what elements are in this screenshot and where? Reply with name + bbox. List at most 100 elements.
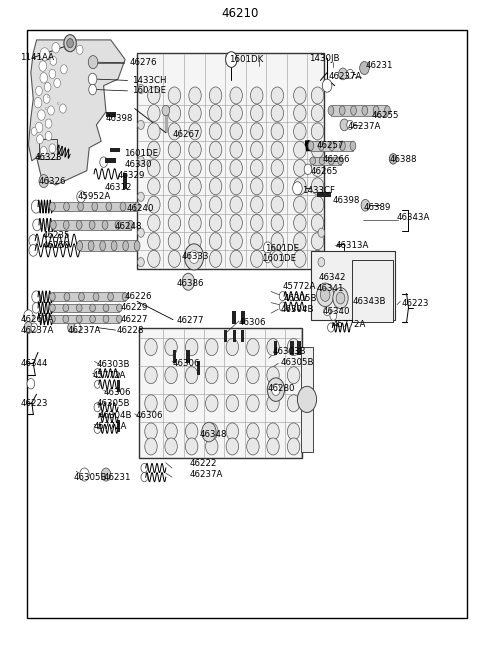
Circle shape: [94, 403, 101, 412]
Circle shape: [267, 438, 279, 455]
Text: 46306: 46306: [173, 359, 201, 368]
Circle shape: [165, 367, 177, 384]
Circle shape: [271, 105, 284, 122]
Circle shape: [294, 87, 306, 104]
Circle shape: [138, 157, 144, 166]
Circle shape: [31, 200, 41, 213]
Ellipse shape: [117, 315, 122, 323]
Circle shape: [288, 339, 300, 356]
Text: 46330: 46330: [124, 160, 152, 168]
Text: 46240: 46240: [127, 204, 154, 213]
Text: 46312: 46312: [105, 183, 132, 192]
Circle shape: [347, 121, 353, 130]
Circle shape: [294, 141, 306, 159]
Circle shape: [48, 106, 54, 115]
Text: c: c: [45, 106, 48, 111]
Circle shape: [138, 84, 144, 94]
Text: 46231: 46231: [365, 61, 393, 70]
Circle shape: [264, 252, 272, 263]
Ellipse shape: [122, 293, 128, 301]
Circle shape: [230, 123, 242, 140]
Circle shape: [318, 228, 324, 237]
Circle shape: [77, 191, 85, 202]
Circle shape: [31, 128, 37, 136]
Bar: [311, 251, 395, 320]
Circle shape: [298, 386, 317, 413]
Circle shape: [68, 322, 75, 333]
Ellipse shape: [50, 221, 56, 229]
Ellipse shape: [76, 315, 82, 323]
Circle shape: [251, 141, 263, 159]
Ellipse shape: [350, 141, 356, 151]
Text: 46237A: 46237A: [190, 470, 223, 479]
Circle shape: [205, 339, 218, 356]
Circle shape: [148, 141, 160, 159]
Circle shape: [338, 68, 347, 80]
Bar: [311, 141, 353, 151]
Circle shape: [168, 105, 180, 122]
Circle shape: [165, 423, 177, 440]
Circle shape: [145, 339, 157, 356]
Circle shape: [271, 160, 284, 176]
Circle shape: [52, 43, 60, 53]
Text: 46306: 46306: [136, 411, 163, 421]
Circle shape: [205, 438, 218, 455]
Circle shape: [148, 196, 160, 213]
Text: 45772A: 45772A: [282, 282, 315, 291]
Text: 46343A: 46343A: [397, 212, 431, 221]
Text: 46277: 46277: [177, 316, 204, 326]
Circle shape: [31, 323, 37, 332]
Ellipse shape: [78, 202, 84, 211]
Circle shape: [138, 257, 144, 267]
Ellipse shape: [103, 315, 109, 323]
Ellipse shape: [100, 241, 106, 251]
Circle shape: [293, 181, 302, 195]
Circle shape: [138, 228, 144, 237]
Circle shape: [145, 438, 157, 455]
Circle shape: [50, 56, 57, 66]
Ellipse shape: [93, 293, 99, 301]
Text: 46398: 46398: [106, 114, 133, 123]
Circle shape: [40, 48, 49, 61]
Circle shape: [288, 395, 300, 412]
Circle shape: [251, 214, 263, 231]
Text: 46248: 46248: [115, 221, 142, 231]
Circle shape: [205, 395, 218, 412]
Text: 45772A: 45772A: [332, 320, 366, 329]
Bar: [139, 328, 302, 458]
Circle shape: [185, 395, 198, 412]
Text: 46304B: 46304B: [281, 305, 314, 314]
Circle shape: [49, 144, 56, 153]
Circle shape: [230, 105, 242, 122]
Circle shape: [247, 395, 259, 412]
Circle shape: [279, 302, 286, 311]
Circle shape: [94, 424, 101, 434]
Text: 46348: 46348: [199, 430, 227, 439]
Circle shape: [272, 384, 280, 396]
Ellipse shape: [88, 241, 94, 251]
Circle shape: [88, 56, 98, 69]
Circle shape: [312, 178, 324, 195]
Circle shape: [230, 250, 242, 267]
Circle shape: [29, 244, 37, 256]
Text: 46303B: 46303B: [96, 360, 130, 369]
Bar: [52, 304, 120, 312]
Circle shape: [40, 147, 47, 156]
Ellipse shape: [328, 106, 334, 115]
Text: 46223: 46223: [21, 400, 48, 409]
Bar: [352, 260, 393, 322]
Circle shape: [189, 250, 199, 263]
Circle shape: [148, 214, 160, 231]
Circle shape: [226, 423, 239, 440]
Text: 46389: 46389: [363, 203, 391, 212]
Circle shape: [327, 323, 334, 332]
Bar: [197, 362, 200, 375]
Circle shape: [45, 132, 52, 141]
Text: 1433CF: 1433CF: [302, 186, 335, 195]
Text: 46237A: 46237A: [328, 72, 362, 81]
Circle shape: [340, 119, 348, 131]
Text: 46340: 46340: [323, 307, 350, 316]
Bar: [232, 311, 236, 324]
Ellipse shape: [117, 304, 122, 312]
Circle shape: [185, 438, 198, 455]
